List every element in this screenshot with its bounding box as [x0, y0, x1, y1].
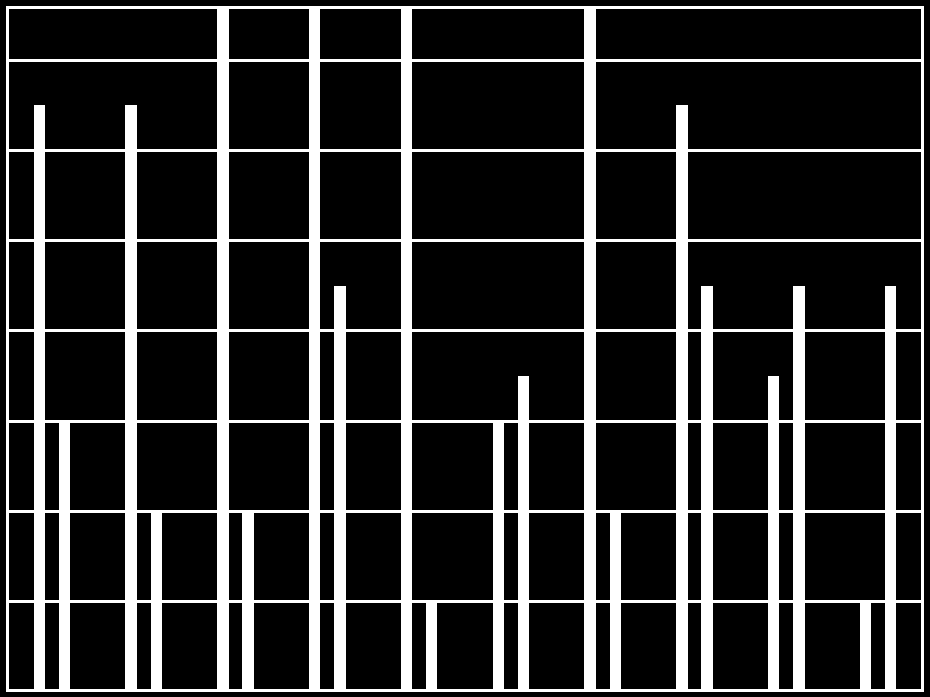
bar: [493, 421, 504, 692]
axis-right: [921, 6, 924, 692]
axis-bottom: [6, 689, 924, 692]
bar: [768, 376, 779, 692]
gridline: [6, 239, 924, 242]
bar: [885, 286, 896, 692]
axis-left: [6, 6, 9, 692]
bar: [59, 421, 70, 692]
bar: [125, 105, 136, 692]
gridline: [6, 59, 924, 62]
bar: [676, 105, 687, 692]
bar: [334, 286, 345, 692]
bar: [426, 602, 437, 692]
bar: [701, 286, 712, 692]
bar: [860, 602, 871, 692]
bars-layer: [6, 6, 924, 692]
axis-top: [6, 6, 924, 9]
bar: [34, 105, 45, 692]
bar: [518, 376, 529, 692]
bar: [217, 6, 228, 692]
gridline: [6, 600, 924, 603]
bar-chart: [0, 0, 930, 697]
bar: [401, 6, 412, 692]
bar: [584, 6, 595, 692]
gridline: [6, 510, 924, 513]
bar: [793, 286, 804, 692]
gridline: [6, 329, 924, 332]
plot-area: [6, 6, 924, 692]
bar: [309, 6, 320, 692]
gridline: [6, 420, 924, 423]
gridline: [6, 149, 924, 152]
